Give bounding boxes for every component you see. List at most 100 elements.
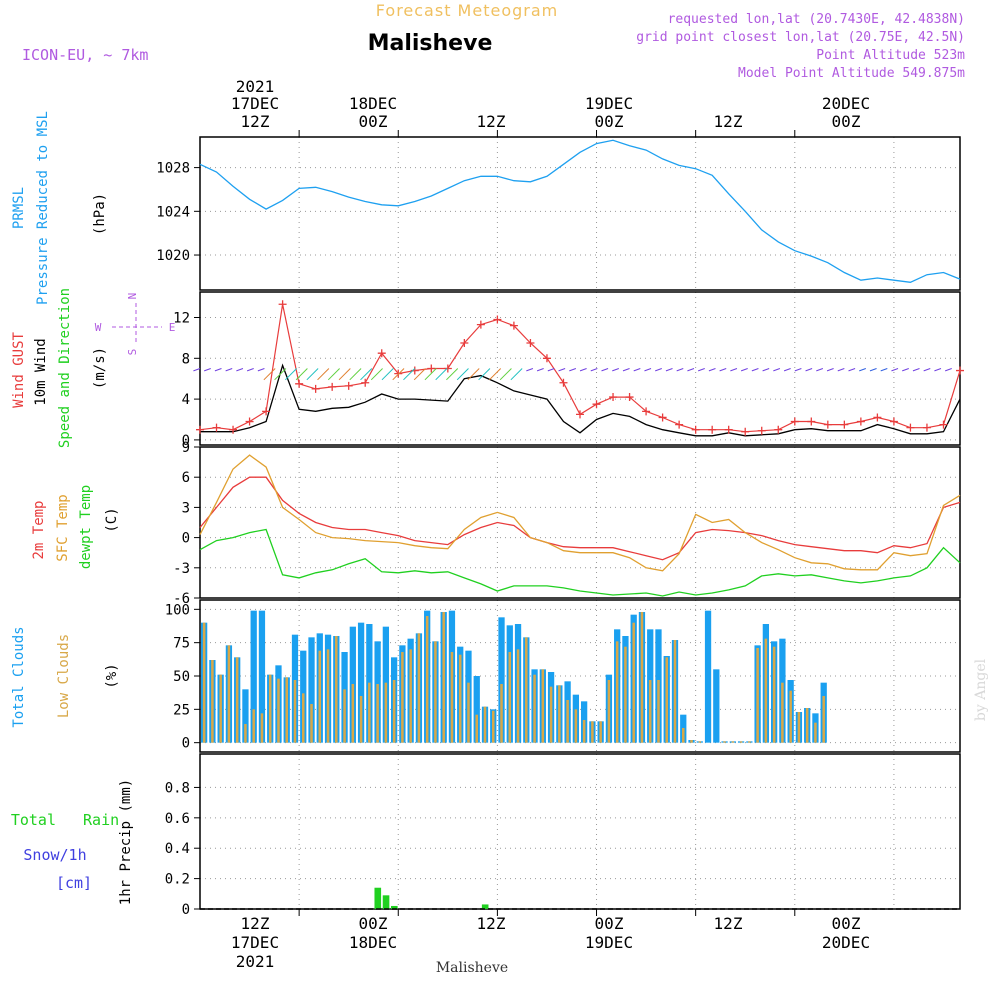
wind-tick-label: 0 (182, 433, 190, 449)
low-cloud-bar (202, 622, 206, 743)
wind-arrow (225, 368, 233, 372)
wind-arrow (569, 368, 577, 372)
pressure-label-1: PRMSL (11, 187, 27, 229)
pressure-frame (199, 136, 961, 291)
low-cloud-bar (591, 721, 594, 743)
clouds-tick-label: 25 (173, 702, 190, 718)
gust-marker (576, 410, 584, 419)
total-cloud-bar (308, 637, 315, 743)
gust-marker (642, 407, 651, 416)
wind-arrow (263, 368, 276, 381)
wind-arrow (601, 368, 609, 372)
low-cloud-bar (756, 648, 759, 743)
wind-arrow (424, 368, 437, 381)
total-cloud-bar (250, 610, 257, 743)
rain-bar (391, 905, 398, 909)
wind-arrow (665, 368, 673, 372)
gust-label: Wind GUST (11, 332, 27, 408)
temp-frame (199, 446, 961, 599)
wind-arrow (456, 368, 469, 381)
low-cloud-bar (516, 649, 520, 743)
gust-marker (823, 420, 832, 429)
wind-arrow (923, 368, 931, 372)
gust-marker (212, 423, 221, 432)
low-cloud-bar (277, 678, 280, 743)
low-cloud-bar (615, 641, 619, 743)
top-label-hour: 12Z (714, 112, 743, 131)
low-cloud-bar (566, 700, 569, 743)
gust-marker (609, 393, 618, 402)
low-cloud-bar (384, 682, 388, 743)
low-cloud-bar (318, 650, 322, 743)
top-label-hour: 12Z (241, 112, 270, 131)
low-cloud-bar (285, 677, 288, 743)
wind-tick-label: 8 (182, 351, 190, 367)
rain-bar (481, 904, 489, 909)
wind-unit: (m/s) (92, 347, 108, 389)
gust-marker (675, 420, 684, 429)
gust-marker (922, 423, 931, 432)
gust-marker (476, 320, 485, 329)
gust-marker (509, 321, 518, 330)
clouds-unit: (%) (104, 663, 120, 688)
clouds-tick-label: 75 (173, 636, 190, 652)
gust-marker (625, 393, 634, 402)
wind-arrow (773, 368, 781, 372)
rain-bar (374, 887, 382, 909)
wind-arrow (762, 368, 770, 372)
temp2m-line (199, 476, 961, 561)
low-cloud-bar (483, 706, 487, 743)
low-cloud-bar (558, 685, 561, 743)
gust-marker (526, 339, 535, 347)
low-cloud-bar (739, 741, 743, 743)
temp-unit: (C) (104, 507, 120, 532)
wind-arrow (687, 368, 695, 372)
snow-label: Snow/1h (23, 846, 86, 864)
low-cloud-bar (731, 741, 735, 743)
gust-marker (807, 417, 816, 426)
gust-marker (757, 426, 766, 435)
wind-arrow (826, 368, 834, 372)
low-cloud-bar (764, 638, 768, 743)
gust-marker (361, 378, 370, 387)
wind-arrow (848, 368, 856, 372)
low-cloud-bar (260, 713, 264, 743)
gust-marker (708, 425, 717, 434)
gust-marker (328, 382, 337, 391)
gust-marker (691, 425, 700, 434)
wind-arrow (697, 368, 705, 372)
wind-arrow (478, 368, 491, 381)
total-cloud-bar (498, 617, 505, 743)
clouds-tick-label: 100 (165, 602, 190, 618)
low-cloud-bar (508, 652, 512, 743)
low-cloud-bar (458, 654, 462, 743)
gust-marker (889, 417, 898, 426)
gust-marker (311, 384, 320, 393)
wind-arrow (306, 368, 319, 381)
pressure-unit: (hPa) (92, 193, 108, 235)
bottom-label-hour: 12Z (714, 914, 743, 933)
low-cloud-bar (450, 652, 454, 743)
wind-arrow (912, 368, 920, 372)
pressure-tick-label: 1028 (156, 161, 190, 177)
gust-marker (592, 400, 601, 409)
low-cloud-bar (599, 721, 602, 743)
wind-arrow (794, 368, 802, 372)
temp-tick-label: 6 (182, 470, 190, 486)
compass-rose: N S W E (95, 293, 176, 356)
top-label-day: 20DEC (822, 94, 870, 113)
low-cloud-bar (723, 741, 726, 743)
low-cloud-bar (797, 712, 801, 743)
wind-arrow (392, 368, 405, 381)
total-cloud-bar (713, 669, 720, 743)
wind-arrow (214, 368, 222, 372)
temp-labels: 2m Temp SFC Temp dewpt Temp (C) (31, 485, 120, 569)
low-clouds-label: Low Clouds (56, 634, 72, 718)
wind-arrow (579, 368, 587, 372)
bottom-label-hour: 12Z (241, 914, 270, 933)
precip-labels: Total Rain Snow/1h [cm] 1hr Precip (mm) (11, 779, 134, 905)
wind-arrow (676, 368, 684, 372)
model-label: ICON-EU, ~ 7km (22, 46, 148, 64)
wind-arrow (719, 368, 727, 372)
